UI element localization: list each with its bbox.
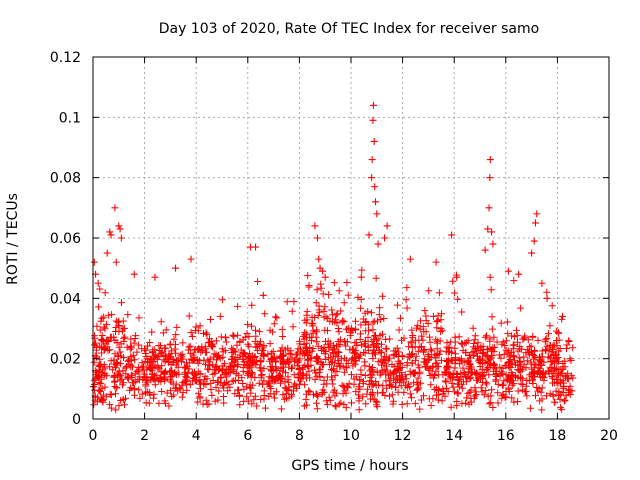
axis-ticks: 0 2 4 6 8 10 12 14 16 18 20 0 0.02 0.04 0.06 0.08 0.1 0.1… xyxy=(50,50,618,444)
y-axis-label: ROTI / TECUs xyxy=(5,193,21,285)
data-point xyxy=(432,258,440,266)
y-tick-label: 0.04 xyxy=(50,291,81,307)
data-point xyxy=(530,237,538,245)
data-point xyxy=(481,246,489,254)
y-tick-label: 0.02 xyxy=(50,352,81,368)
data-point xyxy=(528,249,536,257)
data-point xyxy=(94,279,102,287)
data-point xyxy=(383,222,391,230)
data-point xyxy=(252,243,260,251)
x-tick-label: 2 xyxy=(140,428,149,444)
data-point xyxy=(484,225,492,233)
x-tick-label: 16 xyxy=(497,428,515,444)
x-tick-label: 18 xyxy=(548,428,566,444)
data-point xyxy=(371,183,379,191)
data-point xyxy=(504,267,512,275)
y-tick-label: 0.12 xyxy=(50,50,81,66)
x-tick-label: 4 xyxy=(192,428,201,444)
grid-lines xyxy=(93,57,609,419)
data-point-cloud xyxy=(89,266,577,414)
data-point xyxy=(369,101,377,109)
data-point xyxy=(112,258,120,266)
data-point xyxy=(373,210,381,218)
data-point xyxy=(488,228,496,236)
data-point xyxy=(543,294,551,302)
data-point xyxy=(485,204,493,212)
x-tick-label: 20 xyxy=(600,428,618,444)
x-tick-label: 8 xyxy=(295,428,304,444)
data-point xyxy=(357,273,365,281)
data-point xyxy=(313,234,321,242)
data-point xyxy=(533,210,541,218)
x-tick-label: 10 xyxy=(342,428,360,444)
data-point xyxy=(368,174,376,182)
data-point xyxy=(368,156,376,164)
data-point xyxy=(321,273,329,281)
data-point xyxy=(559,312,567,320)
data-point xyxy=(151,273,159,281)
data-points xyxy=(89,101,577,414)
data-point xyxy=(372,198,380,206)
x-axis-label: GPS time / hours xyxy=(291,458,408,474)
data-point xyxy=(369,116,377,124)
x-tick-label: 0 xyxy=(89,428,98,444)
data-point xyxy=(130,270,138,278)
data-point xyxy=(453,273,461,281)
data-point xyxy=(486,156,494,164)
data-point xyxy=(538,279,546,287)
x-tick-label: 6 xyxy=(243,428,252,444)
data-point xyxy=(406,255,414,263)
data-point xyxy=(365,231,373,239)
data-point xyxy=(111,204,119,212)
data-point xyxy=(319,267,327,275)
y-tick-label: 0 xyxy=(72,412,81,428)
y-tick-label: 0.1 xyxy=(59,110,81,126)
data-point xyxy=(259,291,267,299)
x-tick-label: 12 xyxy=(394,428,412,444)
data-point xyxy=(115,222,123,230)
data-point xyxy=(117,234,125,242)
data-point xyxy=(116,225,124,233)
data-point xyxy=(311,222,319,230)
data-point xyxy=(315,255,323,263)
y-tick-label: 0.06 xyxy=(50,231,81,247)
data-point xyxy=(172,264,180,272)
data-point xyxy=(103,249,111,257)
data-point xyxy=(381,234,389,242)
data-point xyxy=(106,228,114,236)
data-point xyxy=(187,255,195,263)
data-point xyxy=(448,231,456,239)
x-tick-label: 14 xyxy=(445,428,463,444)
data-point xyxy=(489,240,497,248)
data-point xyxy=(107,231,115,239)
data-point xyxy=(90,258,98,266)
y-tick-label: 0.08 xyxy=(50,171,81,187)
data-point xyxy=(486,174,494,182)
chart-title: Day 103 of 2020, Rate Of TEC Index for r… xyxy=(159,21,539,37)
data-point xyxy=(374,240,382,248)
data-point xyxy=(515,270,523,278)
data-point xyxy=(531,219,539,227)
data-point xyxy=(370,137,378,145)
